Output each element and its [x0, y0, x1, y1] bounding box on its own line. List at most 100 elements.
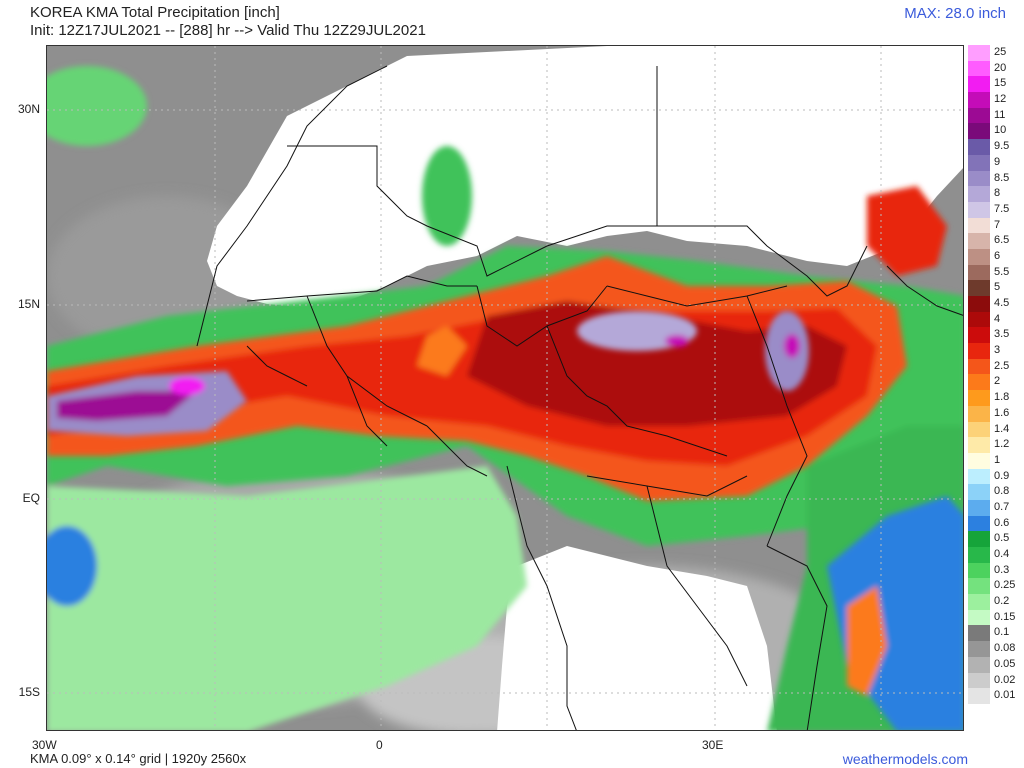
legend-row: 0.6 — [968, 515, 1024, 532]
grid-info: KMA 0.09° x 0.14° grid | 1920y 2560x — [30, 751, 247, 766]
legend-row: 0.8 — [968, 484, 1024, 500]
legend-swatch — [968, 45, 990, 61]
legend-row: 25 — [968, 45, 1024, 61]
extreme-rain-core — [47, 311, 809, 436]
legend-row: 0.3 — [968, 562, 1024, 579]
legend-label: 0.01 — [994, 689, 1016, 702]
legend-swatch — [968, 641, 990, 657]
legend-label: 0.3 — [994, 563, 1010, 576]
legend-row: 4.5 — [968, 296, 1024, 312]
legend-label: 2.5 — [994, 359, 1010, 372]
legend-swatch — [968, 672, 990, 689]
legend-swatch — [968, 452, 990, 469]
legend-swatch — [968, 186, 990, 202]
lon-label-0: 0 — [376, 738, 383, 752]
legend-swatch — [968, 327, 990, 344]
lat-label-eq: EQ — [22, 491, 40, 505]
precipitation-map — [46, 45, 964, 731]
legend-swatch — [968, 484, 990, 500]
lon-label-30w: 30W — [32, 738, 57, 752]
legend-swatch — [968, 688, 990, 704]
legend-swatch — [968, 594, 990, 610]
source-link[interactable]: weathermodels.com — [842, 751, 968, 767]
legend-label: 0.02 — [994, 673, 1016, 686]
legend-row: 9 — [968, 154, 1024, 171]
legend-swatch — [968, 139, 990, 155]
legend-row: 0.5 — [968, 531, 1024, 547]
legend-swatch — [968, 374, 990, 391]
legend-swatch — [968, 390, 990, 406]
legend-label: 9 — [994, 155, 1001, 168]
legend-row: 1.6 — [968, 405, 1024, 422]
legend-swatch — [968, 531, 990, 547]
legend-row: 2.5 — [968, 358, 1024, 375]
legend-row: 0.01 — [968, 688, 1024, 704]
legend-label: 12 — [994, 93, 1007, 106]
legend-label: 8.5 — [994, 171, 1010, 184]
legend-row: 5 — [968, 280, 1024, 296]
legend-row: 10 — [968, 123, 1024, 140]
map-canvas — [47, 46, 963, 730]
legend-label: 1.8 — [994, 391, 1010, 404]
legend-label: 5.5 — [994, 265, 1010, 278]
legend-swatch — [968, 499, 990, 516]
legend-row: 1.2 — [968, 437, 1024, 453]
legend-swatch — [968, 107, 990, 124]
legend-swatch — [968, 437, 990, 453]
legend-row: 9.5 — [968, 139, 1024, 155]
legend-row: 7.5 — [968, 201, 1024, 218]
legend-label: 4 — [994, 312, 1001, 325]
legend-row: 6.5 — [968, 233, 1024, 249]
east-africa-coast — [827, 496, 963, 730]
legend-row: 1.8 — [968, 390, 1024, 406]
legend-row: 0.4 — [968, 547, 1024, 563]
legend-swatch — [968, 264, 990, 281]
lat-label-15n: 15N — [17, 297, 40, 311]
legend-label: 0.9 — [994, 469, 1010, 482]
legend-label: 0.08 — [994, 642, 1016, 655]
legend-swatch — [968, 217, 990, 234]
legend-swatch — [968, 170, 990, 187]
legend-label: 0.8 — [994, 485, 1010, 498]
legend-label: 1.6 — [994, 406, 1010, 419]
legend-swatch — [968, 123, 990, 140]
legend-label: 3 — [994, 344, 1001, 357]
legend-label: 0.4 — [994, 548, 1010, 560]
legend-swatch — [968, 201, 990, 218]
legend-label: 20 — [994, 61, 1007, 74]
legend-row: 6 — [968, 248, 1024, 265]
legend-label: 0.7 — [994, 500, 1010, 513]
legend-row: 20 — [968, 60, 1024, 77]
legend-row: 0.15 — [968, 609, 1024, 626]
legend-label: 0.1 — [994, 626, 1010, 639]
legend-row: 15 — [968, 76, 1024, 93]
legend-label: 0.2 — [994, 595, 1010, 608]
legend-label: 9.5 — [994, 140, 1010, 153]
legend-swatch — [968, 562, 990, 579]
legend-swatch — [968, 609, 990, 626]
lat-label-15s: 15S — [18, 685, 40, 699]
legend-label: 11 — [994, 108, 1006, 121]
legend-row: 12 — [968, 92, 1024, 108]
legend-row: 0.9 — [968, 468, 1024, 485]
legend-row: 8 — [968, 186, 1024, 202]
legend-swatch — [968, 578, 990, 595]
legend-row: 0.05 — [968, 656, 1024, 673]
legend-label: 0.5 — [994, 532, 1010, 545]
legend-label: 1.2 — [994, 438, 1010, 451]
legend-label: 6.5 — [994, 234, 1010, 247]
legend-swatch — [968, 625, 990, 642]
legend-swatch — [968, 515, 990, 532]
title-line-2: Init: 12Z17JUL2021 -- [288] hr --> Valid… — [30, 22, 426, 39]
legend-swatch — [968, 311, 990, 328]
graticule — [47, 46, 963, 730]
legend-swatch — [968, 358, 990, 375]
country-borders — [196, 65, 963, 730]
legend-label: 2 — [994, 375, 1001, 388]
legend-swatch — [968, 421, 990, 438]
legend-swatch — [968, 92, 990, 108]
legend-swatch — [968, 296, 990, 312]
legend-row: 0.2 — [968, 594, 1024, 610]
legend-label: 0.15 — [994, 610, 1016, 623]
legend-row: 4 — [968, 311, 1024, 328]
